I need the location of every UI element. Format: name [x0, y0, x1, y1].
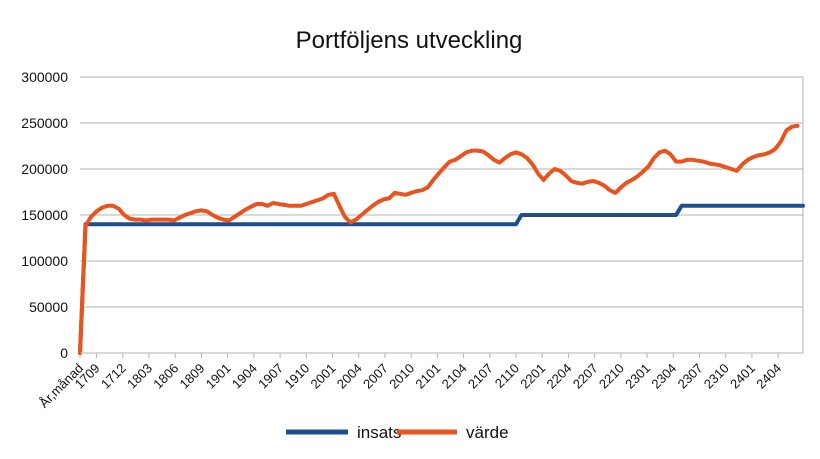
- x-tick-label: 2307: [675, 361, 706, 392]
- y-tick-label: 200000: [21, 161, 68, 177]
- x-tick-label: 2404: [753, 361, 784, 392]
- x-tick-label: 1901: [203, 361, 234, 392]
- x-tick-label: 2301: [622, 361, 653, 392]
- x-tick-label: 2110: [492, 361, 522, 391]
- x-tick-label: 1806: [150, 361, 181, 392]
- y-tick-label: 50000: [29, 299, 68, 315]
- legend: insats värde: [286, 423, 509, 442]
- y-tick-label: 150000: [21, 207, 68, 223]
- x-tick-label: 1712: [98, 361, 129, 392]
- chart-title: Portföljens utveckling: [296, 27, 523, 54]
- series-line-insats: [78, 203, 805, 355]
- series-lines: [78, 123, 805, 355]
- y-tick-label: 300000: [21, 69, 68, 85]
- series-line-varde: [78, 123, 800, 355]
- y-tick-label: 0: [60, 345, 68, 361]
- x-tick-label: 1904: [229, 361, 260, 392]
- x-axis-ticks: År,månad17091712180318061809190119041907…: [36, 353, 784, 410]
- legend-label-insats: insats: [357, 423, 401, 442]
- y-tick-label: 250000: [21, 115, 68, 131]
- x-tick-label: 1803: [124, 361, 155, 392]
- x-tick-label: 2401: [727, 361, 758, 392]
- x-tick-label: 2004: [334, 361, 365, 392]
- x-tick-label: 2210: [596, 361, 627, 392]
- x-tick-label: 2101: [412, 361, 443, 392]
- x-tick-label: 2010: [386, 361, 417, 392]
- x-tick-label: 2104: [439, 361, 470, 392]
- y-axis-ticks: 0 50000 100000 150000 200000 250000 300000: [21, 69, 68, 361]
- x-tick-label: 2001: [308, 361, 339, 392]
- x-tick-label: 1910: [281, 361, 312, 392]
- x-tick-label: 2304: [648, 361, 679, 392]
- x-tick-label: 2204: [544, 361, 575, 392]
- x-tick-label: 1809: [176, 361, 207, 392]
- x-tick-label: 2107: [465, 361, 496, 392]
- y-tick-label: 100000: [21, 253, 68, 269]
- x-tick-label: 2310: [701, 361, 732, 392]
- x-tick-label: 2201: [517, 361, 548, 392]
- x-tick-label: 2007: [360, 361, 391, 392]
- gridlines: [80, 76, 804, 353]
- x-tick-label: 1907: [255, 361, 286, 392]
- x-tick-label: 2207: [570, 361, 601, 392]
- legend-label-varde: värde: [466, 423, 509, 442]
